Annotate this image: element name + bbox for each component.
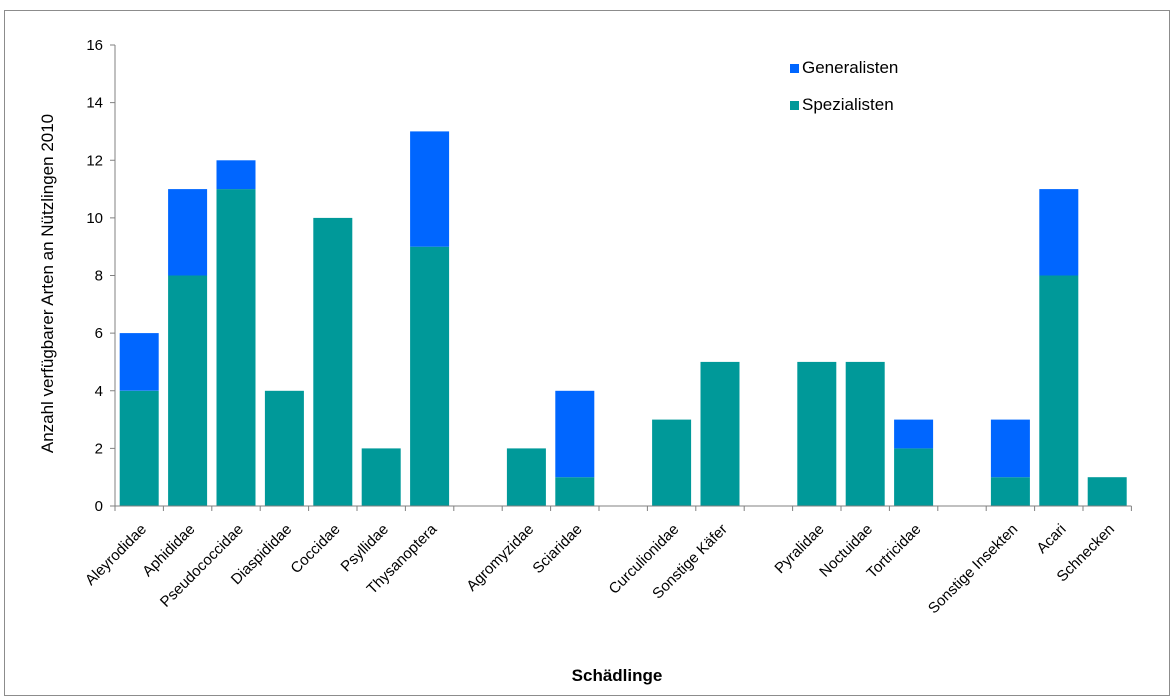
bar-generalisten-6: [410, 131, 450, 247]
bar-spezialisten-14: [797, 361, 837, 506]
x-tick-label-0: Aleyrodidae: [82, 521, 150, 589]
x-tick-label-2: Pseudococcidae: [157, 521, 247, 611]
y-tick-label-4: 4: [95, 383, 103, 400]
bar-spezialisten-15: [845, 361, 885, 506]
legend-swatch-spezialisten: [790, 101, 799, 110]
bar-spezialisten-4: [313, 217, 353, 506]
x-tick-label-18: Sonstige Insekten: [925, 521, 1021, 617]
y-tick-label-16: 16: [86, 37, 103, 54]
bar-spezialisten-11: [652, 419, 692, 506]
x-tick-label-19: Acari: [1033, 521, 1069, 557]
bars-layer: [119, 131, 1127, 507]
y-tick-label-10: 10: [86, 210, 103, 227]
bar-spezialisten-16: [894, 448, 934, 506]
bar-spezialisten-2: [216, 189, 256, 506]
chart-frame: 0 2 4 6 8 10 12 14 16 Aleyrodidae Aphididae Pseudo…: [4, 10, 1170, 696]
legend-label-generalisten: Generalisten: [802, 58, 898, 77]
bar-spezialisten-20: [1087, 477, 1127, 506]
y-axis-title: Anzahl verfügbarer Arten an Nützlingen 2…: [38, 114, 57, 453]
bar-spezialisten-18: [990, 477, 1030, 506]
y-tick-label-0: 0: [95, 498, 103, 515]
y-tick-label-2: 2: [95, 440, 103, 457]
bar-generalisten-0: [119, 333, 159, 391]
bar-generalisten-18: [990, 419, 1030, 478]
bar-generalisten-19: [1039, 189, 1079, 276]
stacked-bar-chart: 0 2 4 6 8 10 12 14 16 AleyrodidaeAphididaePseudo…: [38, 37, 1132, 685]
bar-spezialisten-5: [361, 448, 401, 506]
bar-spezialisten-19: [1039, 275, 1079, 506]
bar-spezialisten-6: [410, 246, 450, 506]
bar-spezialisten-12: [700, 361, 740, 506]
x-tick-label-8: Agromyzidae: [463, 521, 537, 595]
y-tick-label-14: 14: [86, 95, 103, 112]
bar-generalisten-16: [894, 419, 934, 449]
bar-spezialisten-8: [506, 448, 546, 506]
bar-spezialisten-3: [264, 390, 304, 507]
bar-generalisten-1: [168, 189, 208, 276]
x-ticks-layer: AleyrodidaeAphididaePseudococcidaeDiaspi…: [82, 506, 1132, 617]
y-tick-label-8: 8: [95, 268, 103, 285]
legend-label-spezialisten: Spezialisten: [802, 95, 894, 114]
x-tick-label-4: Coccidae: [287, 521, 343, 577]
bar-generalisten-2: [216, 160, 256, 190]
bar-spezialisten-1: [168, 275, 208, 506]
bar-generalisten-9: [555, 390, 595, 478]
bar-spezialisten-0: [119, 390, 159, 507]
x-axis-title: Schädlinge: [572, 666, 663, 685]
y-tick-label-12: 12: [86, 152, 103, 169]
y-tick-label-6: 6: [95, 325, 103, 342]
x-tick-label-9: Sciaridae: [529, 521, 585, 577]
legend: Generalisten Spezialisten: [790, 58, 898, 114]
legend-swatch-generalisten: [790, 64, 799, 73]
y-ticks-layer: 0 2 4 6 8 10 12 14 16: [86, 37, 115, 515]
bar-spezialisten-9: [555, 477, 595, 506]
